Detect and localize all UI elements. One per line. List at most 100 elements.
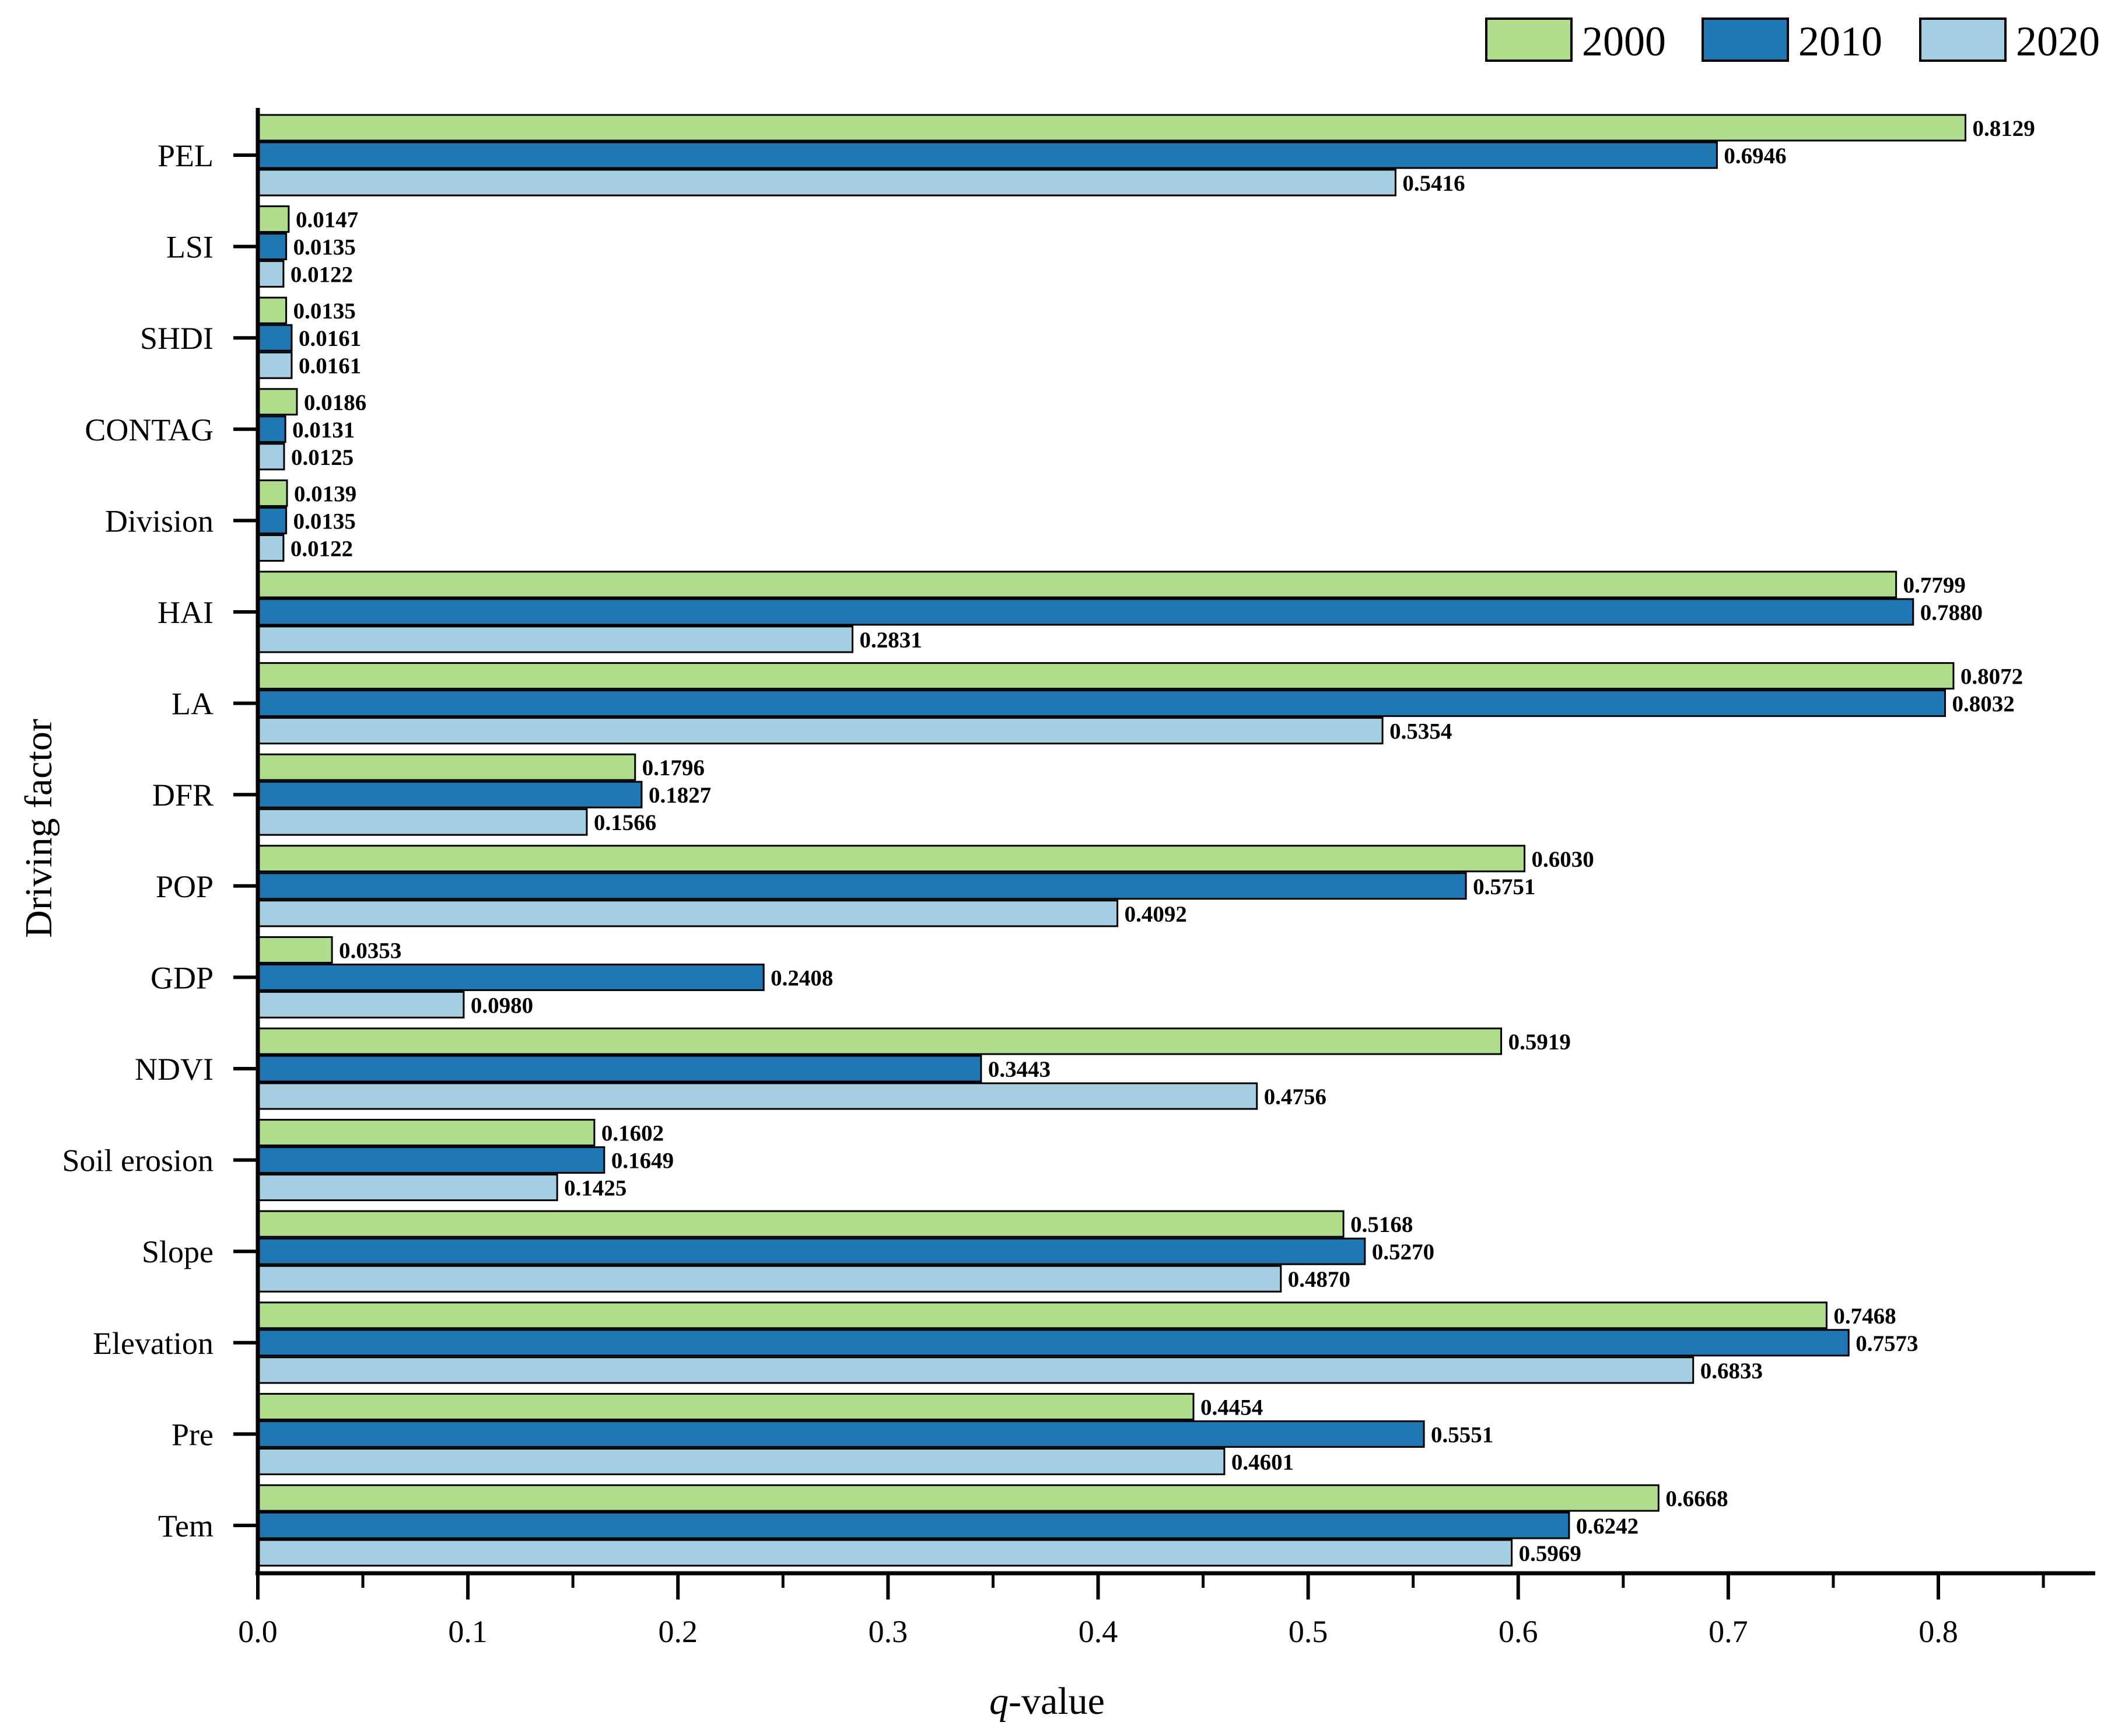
value-label: 0.5416 [1402,171,1465,196]
bar-la-2010 [257,690,1947,718]
bar-tem-2020 [257,1539,1513,1567]
y-tick-label: NDVI [135,1052,213,1087]
bar-slope-2020 [257,1265,1282,1293]
bar-hai-2010 [257,598,1914,626]
legend-swatch-2020 [1919,18,2007,62]
bar-pop-2020 [257,900,1119,928]
bar-contag-2010 [257,415,286,443]
value-label: 0.0131 [292,418,355,443]
bar-lsi-2000 [257,205,290,233]
bar-soil-erosion-2000 [257,1119,596,1147]
value-label: 0.7880 [1920,600,1983,625]
value-label: 0.5751 [1473,874,1535,900]
value-label: 0.4870 [1288,1267,1350,1292]
value-label: 0.2831 [860,628,922,653]
value-label: 0.0135 [293,299,356,324]
value-label: 0.0125 [291,445,353,470]
y-tick-label: POP [156,869,213,904]
bar-dfr-2000 [257,753,636,781]
y-axis-title: Driving factor [17,719,60,938]
legend-swatch-2000 [1485,18,1573,62]
bar-ndvi-2010 [257,1055,982,1083]
value-label: 0.6946 [1724,144,1786,169]
value-label: 0.1827 [649,783,711,808]
bar-pel-2020 [257,169,1396,197]
y-tick-label: SHDI [140,321,213,356]
bar-pre-2010 [257,1420,1425,1448]
x-tick-label: 0.2 [659,1614,698,1649]
legend-label: 2000 [1582,18,1666,65]
bars-group [257,114,1966,1567]
value-label: 0.4454 [1200,1395,1263,1420]
bar-shdi-2010 [257,324,293,352]
bar-shdi-2000 [257,296,288,324]
value-label: 0.6242 [1576,1514,1639,1539]
bar-gdp-2000 [257,936,333,964]
y-tick-label: Division [105,503,213,538]
value-label: 0.0139 [294,481,356,506]
value-label: 0.3443 [988,1057,1051,1082]
x-tick-label: 0.6 [1499,1614,1538,1649]
value-label: 0.0147 [296,208,358,233]
bar-contag-2020 [257,443,285,471]
value-label: 0.4601 [1231,1450,1294,1475]
value-labels-group: 0.81290.69460.54160.01470.01350.01220.01… [290,116,2035,1566]
value-label: 0.5270 [1372,1240,1434,1265]
y-tick-label: PEL [157,138,213,173]
x-tick-label: 0.8 [1919,1614,1958,1649]
legend-label: 2020 [2016,18,2100,65]
value-label: 0.0980 [471,993,533,1018]
value-label: 0.0135 [293,509,356,534]
value-label: 0.1602 [601,1121,664,1146]
x-tick-label: 0.1 [448,1614,488,1649]
bar-la-2000 [257,662,1955,690]
bar-elevation-2020 [257,1356,1695,1384]
value-label: 0.1796 [642,755,705,780]
y-tick-label: Soil erosion [62,1143,213,1178]
value-label: 0.0186 [304,390,366,415]
x-tick-label: 0.7 [1709,1614,1748,1649]
bar-la-2020 [257,717,1384,745]
bar-pre-2000 [257,1392,1195,1420]
y-tick-label: Tem [158,1508,213,1544]
y-ticks: PEL LSI SHDI CONTAG Division HAI LA DFR POP GDP ND… [62,138,258,1544]
value-label: 0.6030 [1532,847,1594,872]
value-label: 0.0161 [299,354,361,379]
value-label: 0.0135 [293,235,356,260]
bar-elevation-2000 [257,1301,1828,1329]
value-label: 0.6833 [1700,1359,1763,1384]
value-label: 0.4756 [1264,1084,1326,1110]
bar-division-2020 [257,534,285,562]
bar-ndvi-2020 [257,1082,1258,1110]
bar-dfr-2010 [257,780,643,808]
bar-pre-2020 [257,1447,1226,1475]
y-tick-label: Pre [171,1417,213,1452]
x-tick-label: 0.4 [1079,1614,1118,1649]
y-tick-label: Elevation [93,1326,213,1361]
bar-division-2000 [257,479,288,507]
bar-soil-erosion-2020 [257,1174,558,1202]
bar-gdp-2020 [257,991,465,1019]
y-tick-label: DFR [152,778,213,813]
value-label: 0.7468 [1833,1304,1896,1329]
value-label: 0.1425 [564,1176,626,1201]
bar-hai-2020 [257,625,854,653]
y-tick-label: HAI [157,595,213,630]
legend-swatch-2010 [1702,18,1789,62]
value-label: 0.5969 [1519,1541,1581,1566]
y-tick-label: LA [171,687,213,722]
value-label: 0.1566 [594,810,656,835]
value-label: 0.5919 [1508,1030,1571,1055]
value-label: 0.0353 [339,938,401,963]
bar-elevation-2010 [257,1329,1850,1357]
y-tick-label: GDP [150,960,213,995]
value-label: 0.4092 [1125,902,1187,927]
axes [255,108,2095,1576]
x-ticks: 0.0 0.1 0.2 0.3 0.4 0.5 0.6 0.7 0.8 [238,1573,2045,1649]
bar-tem-2010 [257,1511,1570,1539]
value-label: 0.6668 [1665,1486,1728,1511]
y-tick-label: LSI [166,230,213,265]
x-tick-label: 0.3 [869,1614,908,1649]
bar-slope-2000 [257,1210,1345,1238]
